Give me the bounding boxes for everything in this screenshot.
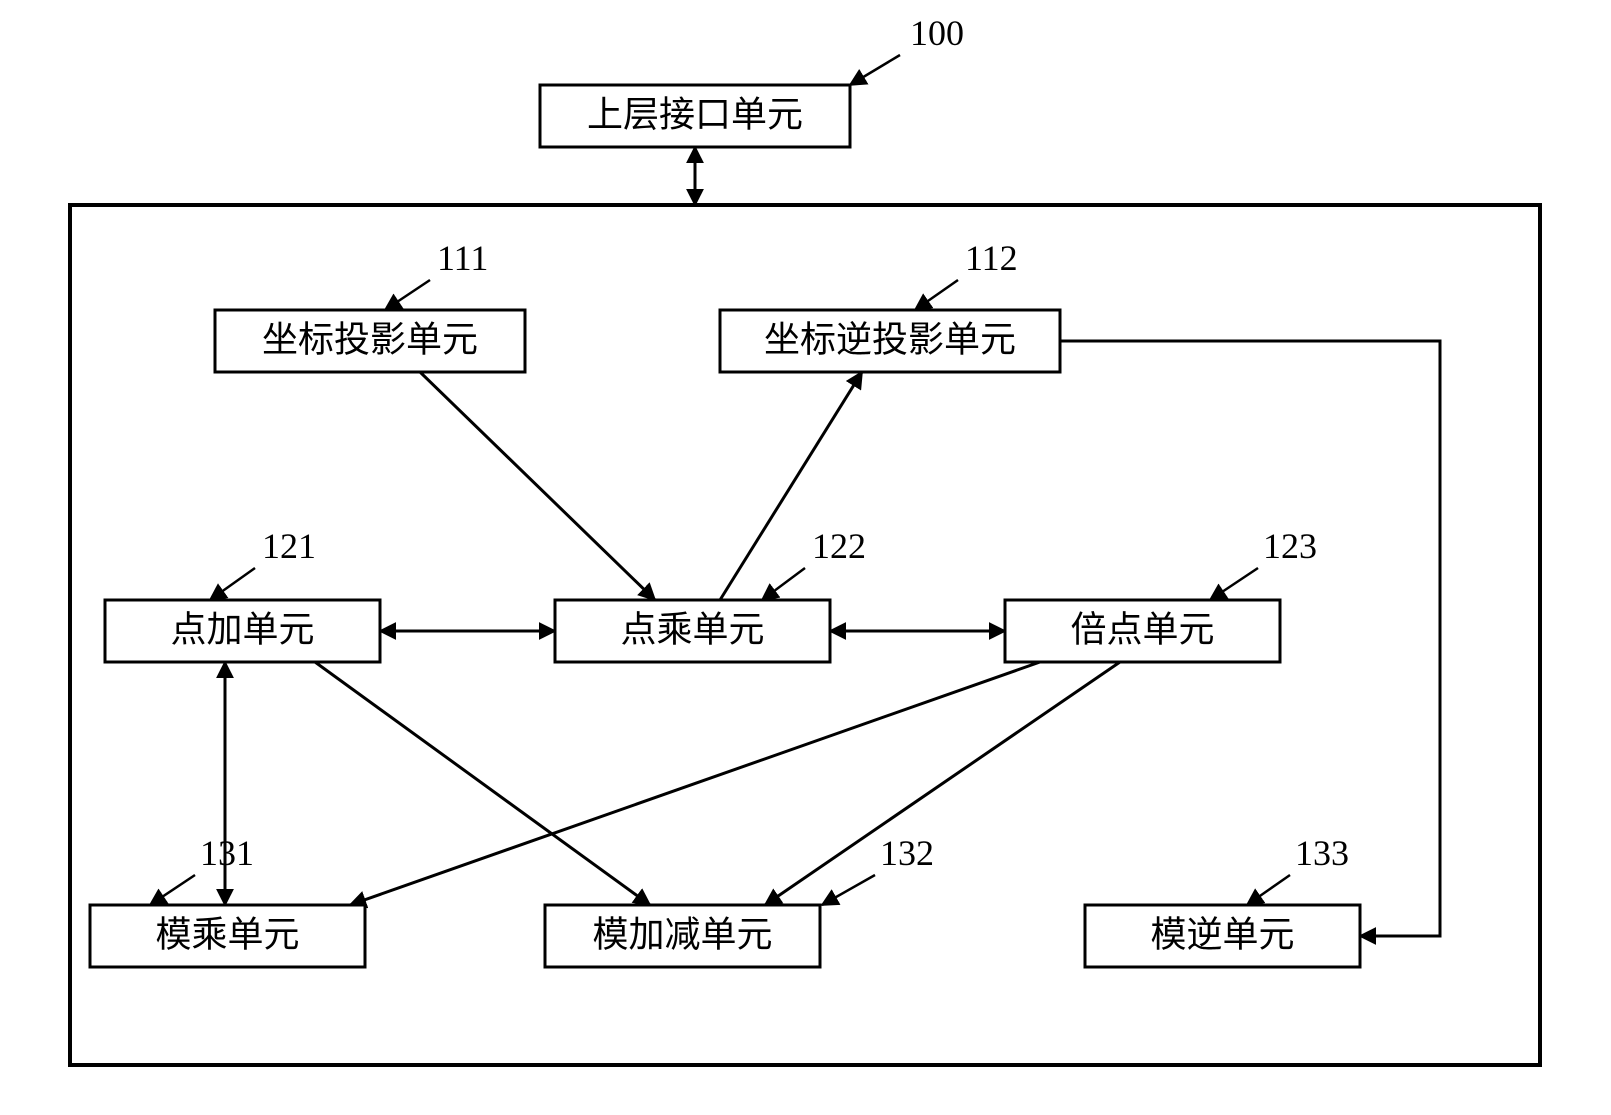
ref-121-leader: [210, 568, 255, 600]
ref-112-leader: [915, 280, 958, 310]
node-121: 点加单元 121: [105, 526, 380, 662]
node-132-label: 模加减单元: [592, 914, 772, 954]
ref-131-leader: [150, 875, 195, 905]
ref-132-leader: [822, 875, 875, 905]
node-131: 模乘单元 131: [90, 833, 365, 967]
node-133-label: 模逆单元: [1150, 914, 1294, 954]
ref-122-leader: [762, 568, 805, 600]
ref-132-label: 132: [880, 833, 934, 873]
ref-133-label: 133: [1295, 833, 1349, 873]
node-112: 坐标逆投影单元 112: [720, 238, 1060, 372]
node-112-label: 坐标逆投影单元: [764, 319, 1016, 359]
node-111: 坐标投影单元 111: [215, 238, 525, 372]
node-121-label: 点加单元: [170, 609, 314, 649]
edge-123-132: [765, 662, 1120, 905]
ref-111-label: 111: [437, 238, 488, 278]
ref-100-leader: [850, 55, 900, 85]
ref-122-label: 122: [812, 526, 866, 566]
node-131-label: 模乘单元: [155, 914, 299, 954]
node-122-label: 点乘单元: [620, 609, 764, 649]
block-diagram: 上层接口单元 100 坐标投影单元 111 坐标逆投影单元 112 点加单元 121 点乘单元 1…: [0, 0, 1611, 1115]
node-111-label: 坐标投影单元: [262, 319, 478, 359]
ref-121-label: 121: [262, 526, 316, 566]
node-123: 倍点单元 123: [1005, 526, 1317, 662]
ref-123-label: 123: [1263, 526, 1317, 566]
ref-100-label: 100: [910, 13, 964, 53]
node-100-label: 上层接口单元: [587, 94, 803, 134]
ref-123-leader: [1210, 568, 1258, 600]
ref-112-label: 112: [965, 238, 1018, 278]
node-100: 上层接口单元 100: [540, 13, 964, 147]
edge-123-131: [350, 662, 1040, 905]
ref-131-label: 131: [200, 833, 254, 873]
edge-121-132: [315, 662, 650, 905]
node-123-label: 倍点单元: [1070, 609, 1214, 649]
node-132: 模加减单元 132: [545, 833, 934, 967]
ref-111-leader: [385, 280, 430, 310]
edge-111-122: [420, 372, 655, 600]
ref-133-leader: [1247, 875, 1290, 905]
node-133: 模逆单元 133: [1085, 833, 1360, 967]
